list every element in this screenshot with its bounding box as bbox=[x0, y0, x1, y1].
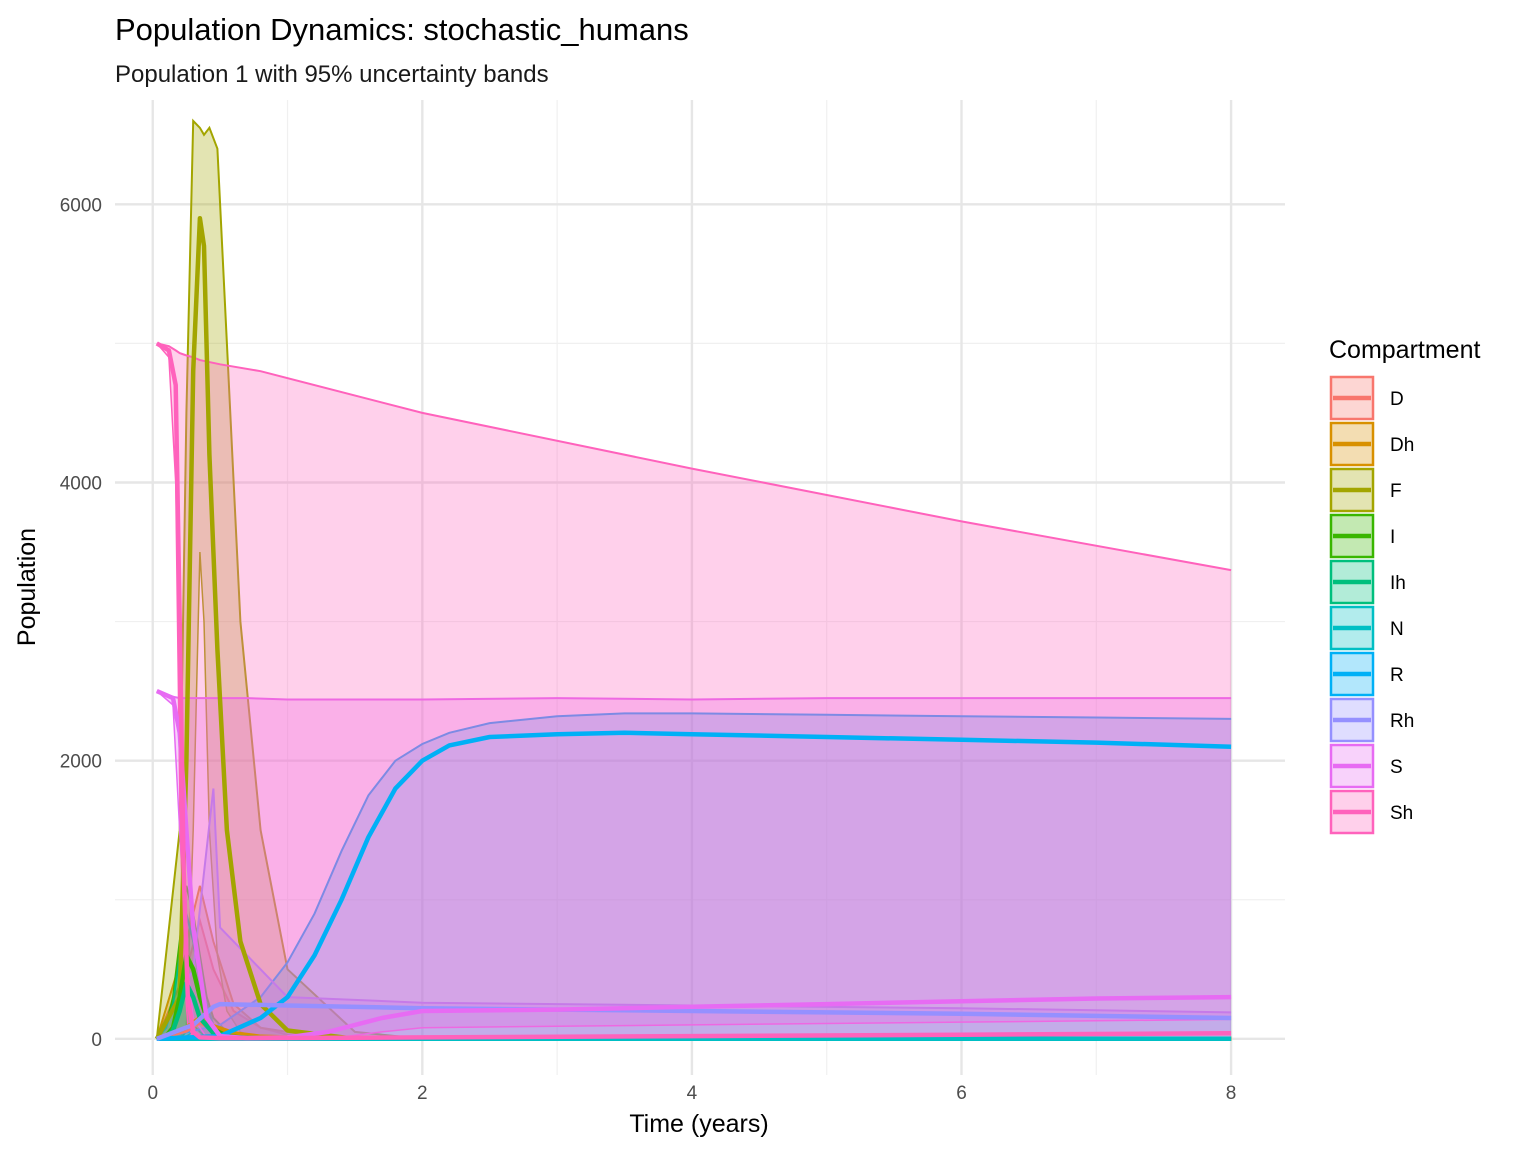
chart-subtitle: Population 1 with 95% uncertainty bands bbox=[115, 61, 549, 88]
legend-label-Sh: Sh bbox=[1390, 803, 1413, 824]
mean-line-S bbox=[155, 689, 1232, 1041]
legend-label-Rh: Rh bbox=[1390, 711, 1414, 732]
legend: Compartment D Dh F I Ih N R Rh S Sh bbox=[1329, 336, 1480, 835]
grid-minor bbox=[115, 100, 1285, 1075]
band-Sh bbox=[156, 343, 1232, 1039]
band-upper-R bbox=[156, 712, 1232, 1040]
legend-label-Dh: Dh bbox=[1390, 435, 1414, 456]
band-upper-Sh bbox=[156, 342, 1232, 572]
legend-title: Compartment bbox=[1329, 336, 1480, 364]
y-tick-label: 6000 bbox=[60, 195, 102, 216]
x-tick-label: 0 bbox=[147, 1083, 158, 1104]
x-tick-label: 6 bbox=[956, 1083, 967, 1104]
y-tick-label: 2000 bbox=[60, 752, 102, 773]
legend-label-D: D bbox=[1390, 389, 1404, 410]
uncertainty-bands bbox=[155, 118, 1232, 1040]
y-tick-label: 0 bbox=[91, 1030, 102, 1051]
band-R bbox=[156, 713, 1232, 1039]
x-axis-title: Time (years) bbox=[629, 1110, 768, 1138]
legend-label-S: S bbox=[1390, 757, 1403, 778]
x-tick-label: 4 bbox=[687, 1083, 698, 1104]
legend-label-Ih: Ih bbox=[1390, 573, 1406, 594]
x-tick-label: 2 bbox=[417, 1083, 428, 1104]
mean-lines bbox=[154, 215, 1232, 1042]
x-tick-label: 8 bbox=[1226, 1083, 1237, 1104]
mean-line-Sh bbox=[155, 341, 1232, 1041]
chart-title: Population Dynamics: stochastic_humans bbox=[115, 12, 689, 47]
y-tick-labels: 0 2000 4000 6000 bbox=[60, 195, 102, 1051]
legend-items: D Dh F I Ih N R Rh S Sh bbox=[1329, 375, 1414, 835]
legend-label-F: F bbox=[1390, 481, 1402, 502]
x-tick-labels: 0 2 4 6 8 bbox=[147, 1083, 1236, 1104]
legend-label-R: R bbox=[1390, 665, 1404, 686]
legend-label-I: I bbox=[1390, 527, 1395, 548]
band-F bbox=[156, 120, 1232, 1039]
mean-line-R bbox=[156, 730, 1232, 1042]
mean-line-Rh bbox=[155, 1001, 1232, 1041]
y-tick-label: 4000 bbox=[60, 473, 102, 494]
legend-label-N: N bbox=[1390, 619, 1404, 640]
y-axis-title: Population bbox=[13, 528, 41, 646]
band-S bbox=[156, 691, 1232, 1039]
